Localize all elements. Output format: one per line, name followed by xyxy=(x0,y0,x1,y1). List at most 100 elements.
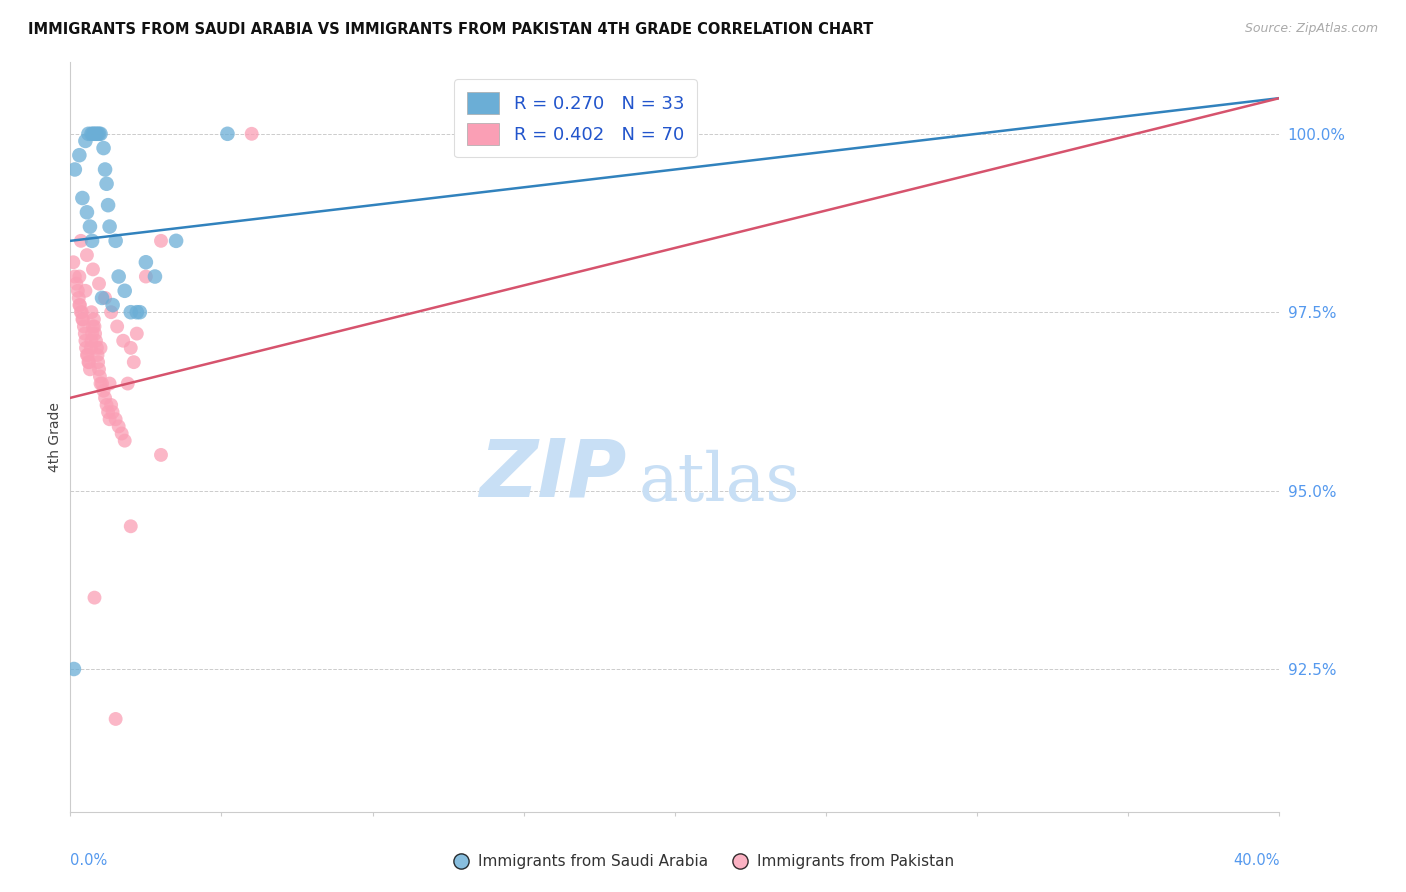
Point xyxy=(73,319,96,334)
Point xyxy=(100,305,122,319)
Point xyxy=(69,298,91,312)
Point xyxy=(79,362,101,376)
Point xyxy=(87,127,110,141)
Point xyxy=(80,127,103,141)
Point xyxy=(93,141,115,155)
Point xyxy=(91,291,114,305)
Point xyxy=(80,334,103,348)
Point xyxy=(150,448,173,462)
Text: ZIP: ZIP xyxy=(479,435,627,514)
Point xyxy=(93,384,115,398)
Point xyxy=(79,219,101,234)
Point xyxy=(82,127,104,141)
Point xyxy=(80,234,103,248)
Point xyxy=(125,305,148,319)
Point xyxy=(135,269,157,284)
Point xyxy=(165,234,187,248)
Point xyxy=(76,348,98,362)
Point xyxy=(111,426,134,441)
Point xyxy=(96,177,118,191)
Point xyxy=(120,519,142,533)
Point xyxy=(87,355,110,369)
Point xyxy=(89,369,111,384)
Text: 0.0%: 0.0% xyxy=(70,853,107,868)
Point xyxy=(143,269,166,284)
Text: 40.0%: 40.0% xyxy=(1233,853,1279,868)
Point xyxy=(114,284,136,298)
Point xyxy=(135,255,157,269)
Point xyxy=(67,269,90,284)
Point xyxy=(82,319,104,334)
Point xyxy=(84,127,107,141)
Point xyxy=(75,341,97,355)
Legend: Immigrants from Saudi Arabia, Immigrants from Pakistan: Immigrants from Saudi Arabia, Immigrants… xyxy=(446,848,960,875)
Point xyxy=(98,412,121,426)
Point xyxy=(67,148,90,162)
Point xyxy=(70,234,93,248)
Point xyxy=(63,162,86,177)
Point xyxy=(100,398,122,412)
Point xyxy=(122,355,145,369)
Point xyxy=(90,376,111,391)
Point xyxy=(117,376,139,391)
Point xyxy=(94,391,117,405)
Point xyxy=(107,269,129,284)
Point xyxy=(94,162,117,177)
Point xyxy=(65,277,87,291)
Point xyxy=(75,134,97,148)
Point xyxy=(63,269,86,284)
Point xyxy=(104,412,127,426)
Text: Source: ZipAtlas.com: Source: ZipAtlas.com xyxy=(1244,22,1378,36)
Point xyxy=(72,312,94,326)
Point xyxy=(67,291,90,305)
Point xyxy=(101,405,124,419)
Y-axis label: 4th Grade: 4th Grade xyxy=(48,402,62,472)
Point xyxy=(75,334,97,348)
Point xyxy=(80,305,103,319)
Point xyxy=(96,398,118,412)
Point xyxy=(62,255,84,269)
Point xyxy=(87,362,110,376)
Point xyxy=(83,312,105,326)
Point xyxy=(128,305,150,319)
Point xyxy=(77,355,100,369)
Point xyxy=(125,326,148,341)
Point xyxy=(150,234,173,248)
Text: atlas: atlas xyxy=(638,450,800,515)
Point xyxy=(80,341,103,355)
Point xyxy=(101,298,124,312)
Point xyxy=(120,341,142,355)
Point xyxy=(112,334,135,348)
Point xyxy=(83,319,105,334)
Point xyxy=(90,127,111,141)
Point xyxy=(97,198,120,212)
Point xyxy=(84,334,107,348)
Point xyxy=(72,191,94,205)
Point xyxy=(104,712,127,726)
Point xyxy=(104,234,127,248)
Point xyxy=(84,326,107,341)
Point xyxy=(86,127,108,141)
Point xyxy=(80,326,103,341)
Point xyxy=(67,298,90,312)
Point xyxy=(75,284,97,298)
Point xyxy=(91,376,114,391)
Legend: R = 0.270   N = 33, R = 0.402   N = 70: R = 0.270 N = 33, R = 0.402 N = 70 xyxy=(454,79,697,157)
Text: IMMIGRANTS FROM SAUDI ARABIA VS IMMIGRANTS FROM PAKISTAN 4TH GRADE CORRELATION C: IMMIGRANTS FROM SAUDI ARABIA VS IMMIGRAN… xyxy=(28,22,873,37)
Point xyxy=(82,262,104,277)
Point xyxy=(240,127,263,141)
Point xyxy=(76,205,98,219)
Point xyxy=(94,291,117,305)
Point xyxy=(107,419,129,434)
Point xyxy=(86,348,108,362)
Point xyxy=(97,405,120,419)
Point xyxy=(90,341,111,355)
Point xyxy=(77,355,100,369)
Point xyxy=(70,305,93,319)
Point xyxy=(217,127,239,141)
Point xyxy=(87,277,110,291)
Point xyxy=(76,348,98,362)
Point xyxy=(120,305,142,319)
Point xyxy=(66,284,89,298)
Point xyxy=(70,305,93,319)
